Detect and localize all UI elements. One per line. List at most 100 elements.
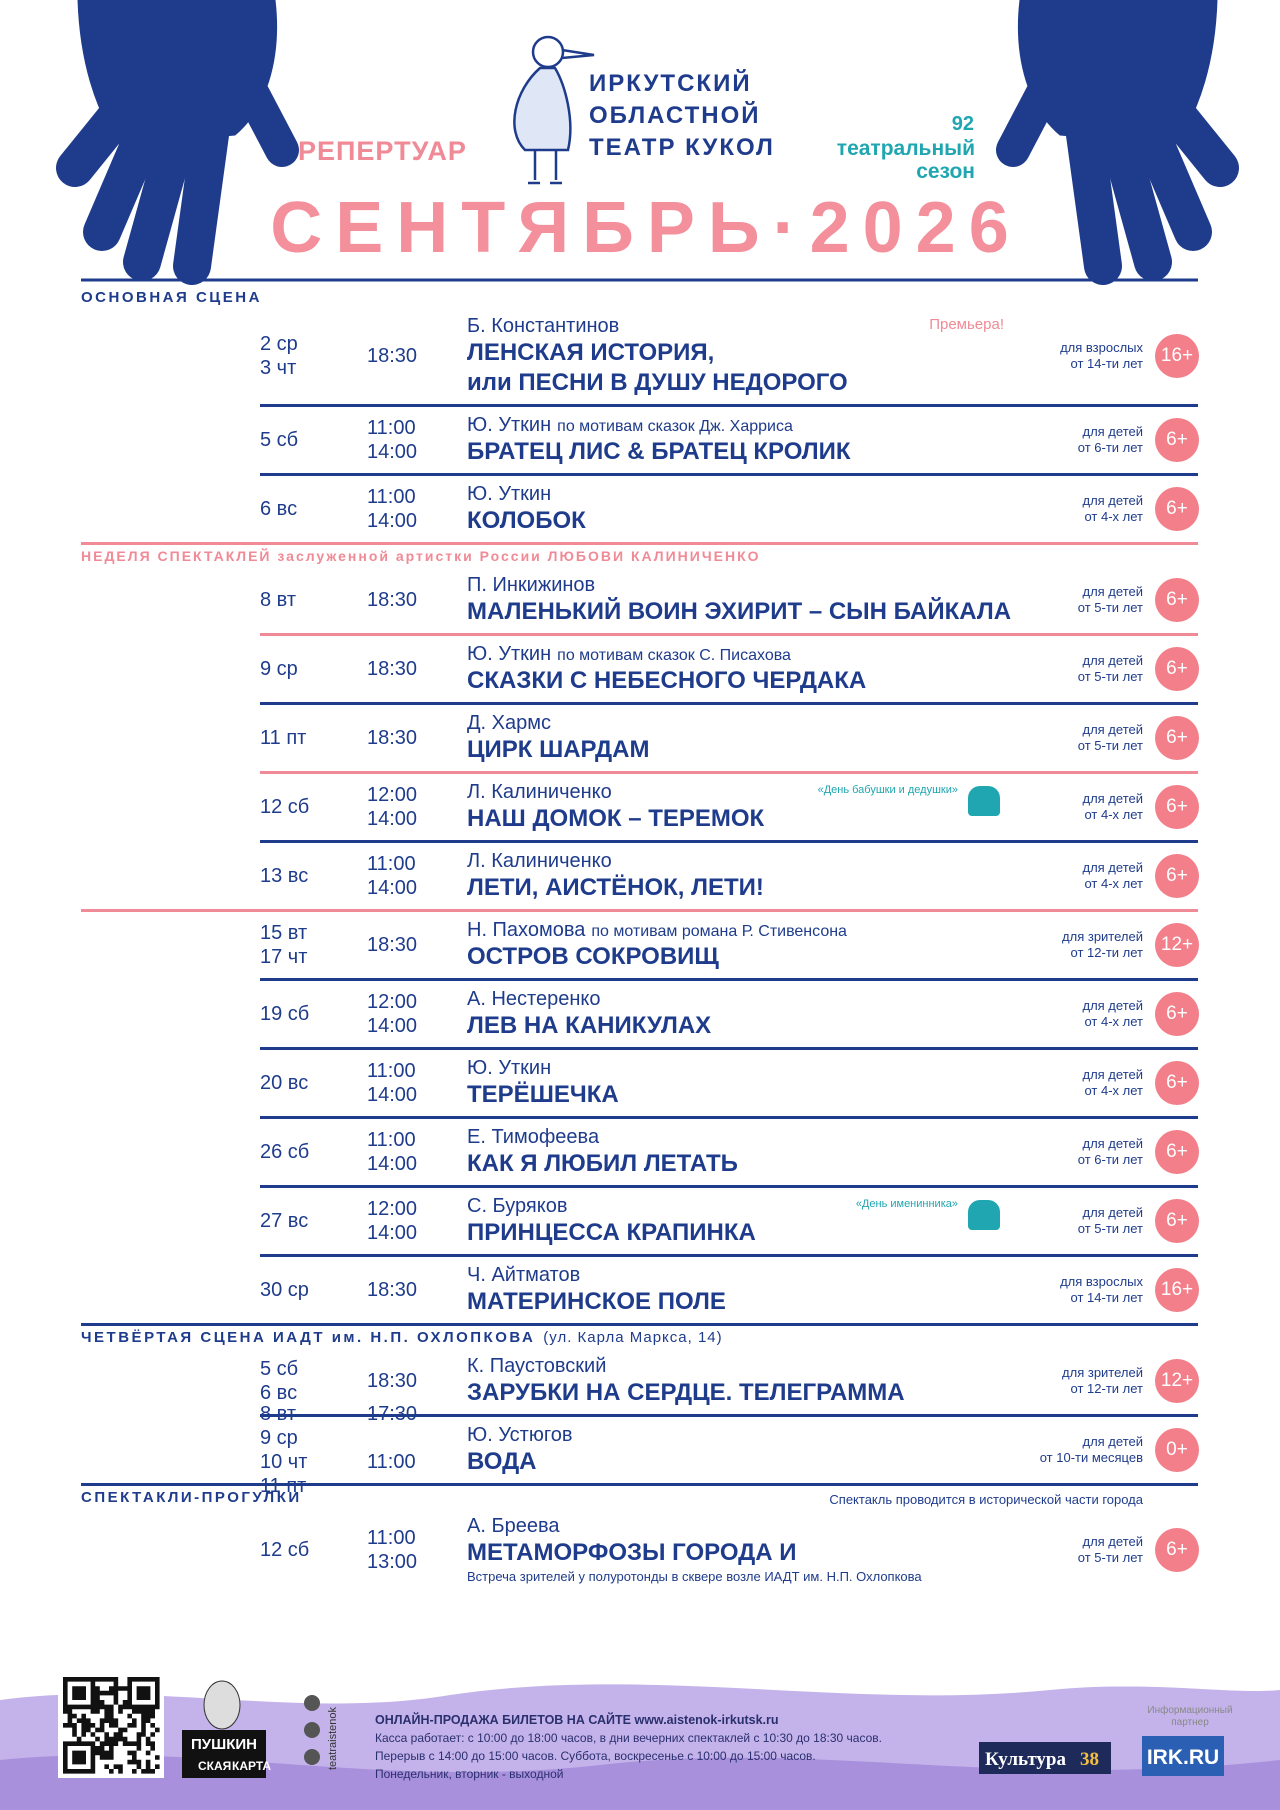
audience: для детей от 5-ти лет xyxy=(1078,567,1143,633)
author: С. Буряков xyxy=(467,1195,568,1217)
show-title: ЗАРУБКИ НА СЕРДЦЕ. ТЕЛЕГРАММА xyxy=(467,1379,905,1406)
time: 11:00 xyxy=(367,853,416,875)
partner-label: партнер xyxy=(1171,1717,1209,1728)
section-header: СПЕКТАКЛИ-ПРОГУЛКИ Спектакль проводится в… xyxy=(81,1486,1198,1508)
times: 18:30 xyxy=(367,308,417,404)
time: 12:00 xyxy=(367,784,418,806)
audience: для детей от 5-ти лет xyxy=(1078,1508,1143,1592)
times: 18:30 xyxy=(367,912,417,978)
age-rating: 6+ xyxy=(1155,715,1199,760)
stork-legs xyxy=(528,150,562,185)
times: 11:00 14:00 xyxy=(367,407,417,473)
author-note: по мотивам романа Р. Стивенсона xyxy=(591,923,847,940)
author-line: Л. Калиниченко xyxy=(467,849,1198,873)
tag-icon xyxy=(968,1200,1000,1230)
age-rating: 6+ xyxy=(1155,991,1199,1036)
date: 8 вт xyxy=(260,1403,297,1425)
times: 18:30 xyxy=(367,567,417,633)
date: 5 сб xyxy=(260,1358,299,1380)
time: 14:00 xyxy=(367,1015,418,1037)
pushkin-bust xyxy=(203,1680,241,1730)
box-office-info: Понедельник, вторник - выходной xyxy=(375,1767,564,1781)
show-title: БРАТЕЦ ЛИС & БРАТЕЦ КРОЛИК xyxy=(467,438,851,465)
author: А. Нестеренко xyxy=(467,988,601,1010)
date: 9 ср xyxy=(260,1427,298,1449)
pushkin-card: КАРТА xyxy=(232,1759,271,1773)
time: 18:30 xyxy=(367,1370,418,1392)
section-header: НЕДЕЛЯ СПЕКТАКЛЕЙ заслуженной артистки Р… xyxy=(81,545,1198,567)
thumb xyxy=(223,53,299,167)
theater-name: ОБЛАСТНОЙ xyxy=(589,101,761,129)
time: 14:00 xyxy=(367,441,418,463)
author-line: Ю. Устюгов xyxy=(467,1423,1198,1447)
audience: для зрителей от 12-ти лет xyxy=(1062,1348,1143,1414)
author: П. Инкижинов xyxy=(467,574,596,596)
qr-code xyxy=(63,1677,160,1774)
audience-line: для детей xyxy=(1082,1434,1143,1449)
author-line: С. Буряков xyxy=(467,1194,1198,1218)
author-line: Ю. Уткин xyxy=(467,482,1198,506)
performance-row: 12 сб 12:00 14:00 Л. Калиниченко НАШ ДОМОК –… xyxy=(81,774,1199,843)
date: 26 сб xyxy=(260,1141,310,1163)
divider xyxy=(81,909,1198,912)
season-label: сезон xyxy=(916,160,975,183)
date: 6 вс xyxy=(260,1382,298,1404)
audience-line: от 12-ти лет xyxy=(1070,945,1143,960)
box-office-info: Перерыв с 14:00 до 15:00 часов. Суббота,… xyxy=(375,1749,816,1763)
telegram-icon xyxy=(304,1749,320,1765)
audience: для детей от 5-ти лет xyxy=(1078,636,1143,702)
time: 11:00 xyxy=(367,417,416,439)
time: 18:30 xyxy=(367,345,418,367)
divider xyxy=(260,1254,1198,1257)
age-rating: 6+ xyxy=(1155,853,1199,898)
divider xyxy=(260,702,1198,705)
section-note: Спектакль проводится в исторической част… xyxy=(829,1492,1143,1507)
show-subnote: Встреча зрителей у полуротонды в сквере … xyxy=(467,1569,922,1584)
pushkin-card: ПУШКИН xyxy=(191,1736,257,1753)
tag: Премьера! xyxy=(929,316,1004,333)
author: Б. Константинов xyxy=(467,315,620,337)
dates: 8 вт 9 ср 10 чт 11 пт xyxy=(260,1403,307,1497)
author: Ю. Уткин xyxy=(467,1057,552,1079)
partner-irk: IRK.RU xyxy=(1147,1746,1219,1769)
tag: «День бабушки и дедушки» xyxy=(817,784,958,796)
divider xyxy=(260,633,1198,636)
age-rating: 0+ xyxy=(1155,1427,1199,1472)
times: 18:30 xyxy=(367,1348,417,1414)
online-sales: ОНЛАЙН-ПРОДАЖА БИЛЕТОВ НА САЙТЕ www.aist… xyxy=(375,1713,779,1727)
section-header: ЧЕТВЁРТАЯ СЦЕНА ИАДТ им. Н.П. ОХЛОПКОВА (… xyxy=(81,1326,1198,1348)
finger xyxy=(56,81,149,187)
right-hand xyxy=(1013,0,1220,266)
time: 14:00 xyxy=(367,1153,418,1175)
time: 18:30 xyxy=(367,934,418,956)
audience: для детей от 4-х лет xyxy=(1082,476,1143,542)
times: 12:00 14:00 xyxy=(367,774,417,840)
finger xyxy=(123,106,199,281)
audience-line: для детей xyxy=(1082,1067,1143,1082)
author-note: по мотивам сказок Дж. Харриса xyxy=(557,418,793,435)
repertoire: РЕПЕРТУАР xyxy=(298,136,467,166)
divider xyxy=(81,542,1198,545)
audience-line: от 5-ти лет xyxy=(1077,1550,1143,1565)
dates: 9 ср xyxy=(260,636,298,702)
dates: 12 сб xyxy=(260,1508,309,1592)
audience-line: от 6-ти лет xyxy=(1077,1152,1143,1167)
author: К. Паустовский xyxy=(467,1355,607,1377)
performance-row: 26 сб 11:00 14:00 Е. Тимофеева КАК Я ЛЮБИЛ Л… xyxy=(81,1119,1199,1188)
audience: для взрослых от 14-ти лет xyxy=(1060,1257,1143,1323)
season-label: театральный xyxy=(837,137,975,160)
performance-row: 6 вс 11:00 14:00 Ю. Уткин КОЛОБОК для детей от… xyxy=(81,476,1199,545)
time: 13:00 xyxy=(367,1551,418,1573)
date: 30 ср xyxy=(260,1279,309,1301)
times: 18:30 xyxy=(367,1257,417,1323)
performance-row: 30 ср 18:30 Ч. Айтматов МАТЕРИНСКОЕ ПОЛЕ для… xyxy=(81,1257,1199,1326)
author-note: по мотивам сказок С. Писахова xyxy=(557,647,791,664)
audience-line: от 4-х лет xyxy=(1084,1014,1143,1029)
show-title: ЛЕНСКАЯ ИСТОРИЯ, xyxy=(467,339,715,366)
age-rating: 6+ xyxy=(1155,784,1199,829)
dates: 27 вс xyxy=(260,1188,308,1254)
performance-row: 9 ср 18:30 Ю. Уткин по мотивам сказок С. Пи… xyxy=(81,636,1199,705)
month: СЕНТЯБРЬ·2026 xyxy=(270,188,1021,268)
section-header: ОСНОВНАЯ СЦЕНА xyxy=(81,286,1198,308)
